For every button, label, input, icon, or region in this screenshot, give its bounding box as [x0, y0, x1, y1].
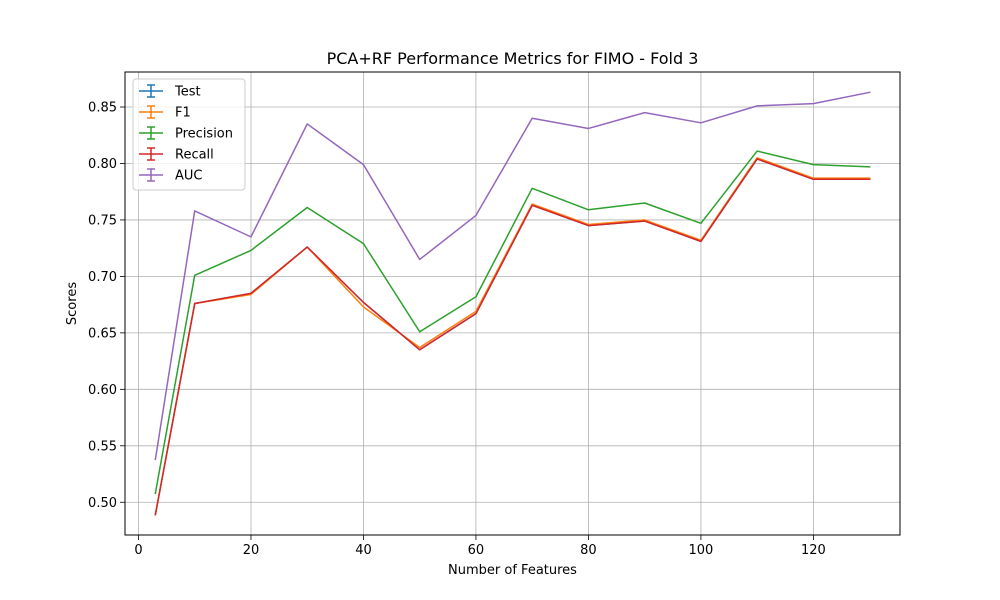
series-line-precision [154, 150, 871, 495]
y-tick-label: 0.50 [88, 496, 117, 511]
axis-ticks: 0 20 40 60 80 100 120 0.50 0.55 0.60 0.65 0.70 0.75 0… [88, 101, 826, 558]
x-tick-label: 80 [580, 543, 597, 558]
y-tick-label: 0.75 [88, 213, 117, 228]
x-tick-label: 20 [243, 543, 260, 558]
x-tick-label: 120 [801, 543, 826, 558]
y-tick-label: 0.65 [88, 326, 117, 341]
legend-label: Test [174, 85, 201, 100]
series-line-auc [154, 91, 871, 461]
x-tick-label: 0 [134, 543, 142, 558]
legend-label: F1 [175, 106, 191, 121]
legend-item-recall: Recall [139, 147, 214, 163]
y-tick-label: 0.85 [88, 101, 117, 116]
legend-box [132, 78, 246, 191]
series-lines [154, 91, 871, 516]
plot-frame [124, 71, 901, 536]
legend-label: AUC [175, 169, 203, 184]
series-line-recall [154, 158, 871, 516]
chart-title: PCA+RF Performance Metrics for FIMO - Fo… [327, 49, 699, 68]
y-tick-label: 0.70 [88, 270, 117, 285]
y-tick-label: 0.55 [88, 439, 117, 454]
x-axis-label: Number of Features [448, 563, 577, 578]
legend-item-auc: AUC [139, 168, 203, 184]
x-tick-label: 60 [468, 543, 485, 558]
grid [125, 72, 900, 535]
x-tick-label: 40 [355, 543, 372, 558]
x-tick-label: 100 [688, 543, 713, 558]
y-tick-label: 0.60 [88, 383, 117, 398]
legend-label: Precision [175, 127, 233, 142]
legend-item-precision: Precision [139, 126, 233, 142]
legend: Test F1 Precision Recall AUC [132, 78, 246, 191]
y-axis-label: Scores [65, 282, 80, 325]
legend-item-test: Test [139, 84, 201, 100]
legend-label: Recall [175, 148, 214, 163]
y-tick-label: 0.80 [88, 157, 117, 172]
legend-item-f1: F1 [139, 105, 191, 121]
